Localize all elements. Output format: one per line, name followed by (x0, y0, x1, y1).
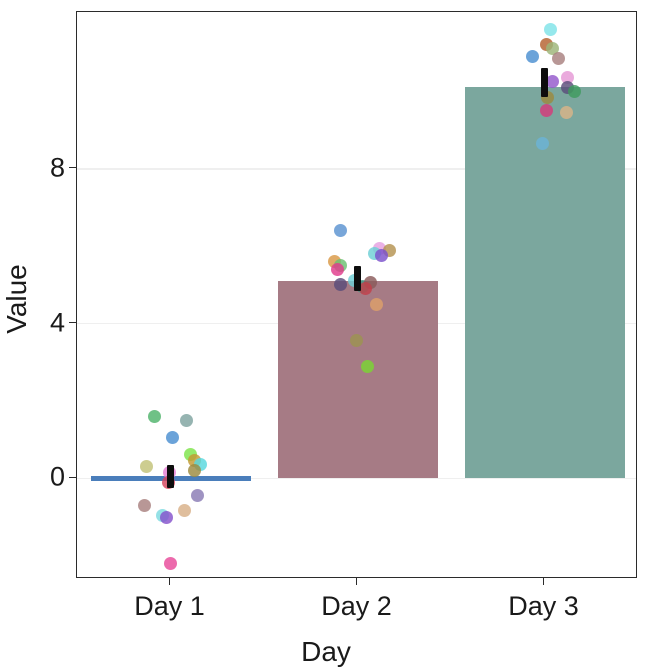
scatter-point (370, 297, 383, 311)
scatter-point (166, 431, 179, 445)
scatter-point (568, 84, 581, 98)
y-tick-label: 4 (49, 307, 65, 338)
gridline-y-0 (77, 477, 636, 480)
x-tick-label: Day 2 (321, 591, 392, 621)
scatter-point (331, 262, 344, 276)
bar-day-3 (464, 87, 625, 479)
y-tick-label: 8 (49, 152, 65, 183)
bar-day-2 (277, 280, 438, 479)
error-bar (541, 68, 548, 98)
x-axis-title: Day (301, 636, 351, 667)
scatter-point (540, 104, 553, 118)
error-bar (167, 464, 174, 489)
scatter-point (191, 489, 204, 503)
y-tick-mark (69, 167, 76, 169)
scatter-point (334, 278, 347, 292)
plot-panel (76, 11, 637, 578)
scatter-point (140, 460, 153, 474)
y-axis-title: Value (1, 264, 32, 334)
scatter-point (180, 413, 193, 427)
y-tick-label: 0 (49, 461, 65, 492)
scatter-point (536, 137, 549, 151)
error-bar (354, 265, 361, 291)
x-tick-mark (168, 578, 171, 585)
scatter-point (361, 359, 374, 373)
scatter-point (375, 249, 388, 263)
gridline-y-8 (77, 167, 636, 170)
scatter-point (178, 503, 191, 517)
scatter-point (350, 334, 363, 348)
scatter-point (188, 464, 201, 478)
x-tick-mark (355, 578, 358, 585)
scatter-point (544, 22, 557, 36)
scatter-point (552, 51, 565, 65)
x-tick-mark (542, 578, 545, 585)
scatter-point (160, 510, 173, 524)
scatter-point (138, 498, 151, 512)
scatter-point (164, 557, 177, 571)
y-tick-mark (69, 321, 76, 324)
scatter-point (148, 409, 161, 423)
y-tick-mark (69, 476, 76, 479)
scatter-point (560, 106, 573, 120)
x-tick-label: Day 1 (134, 591, 205, 621)
scatter-point (334, 224, 347, 238)
scatter-point (526, 50, 539, 63)
scatter-point (546, 75, 559, 89)
scatter-point (359, 282, 372, 296)
x-tick-label: Day 3 (508, 591, 579, 621)
